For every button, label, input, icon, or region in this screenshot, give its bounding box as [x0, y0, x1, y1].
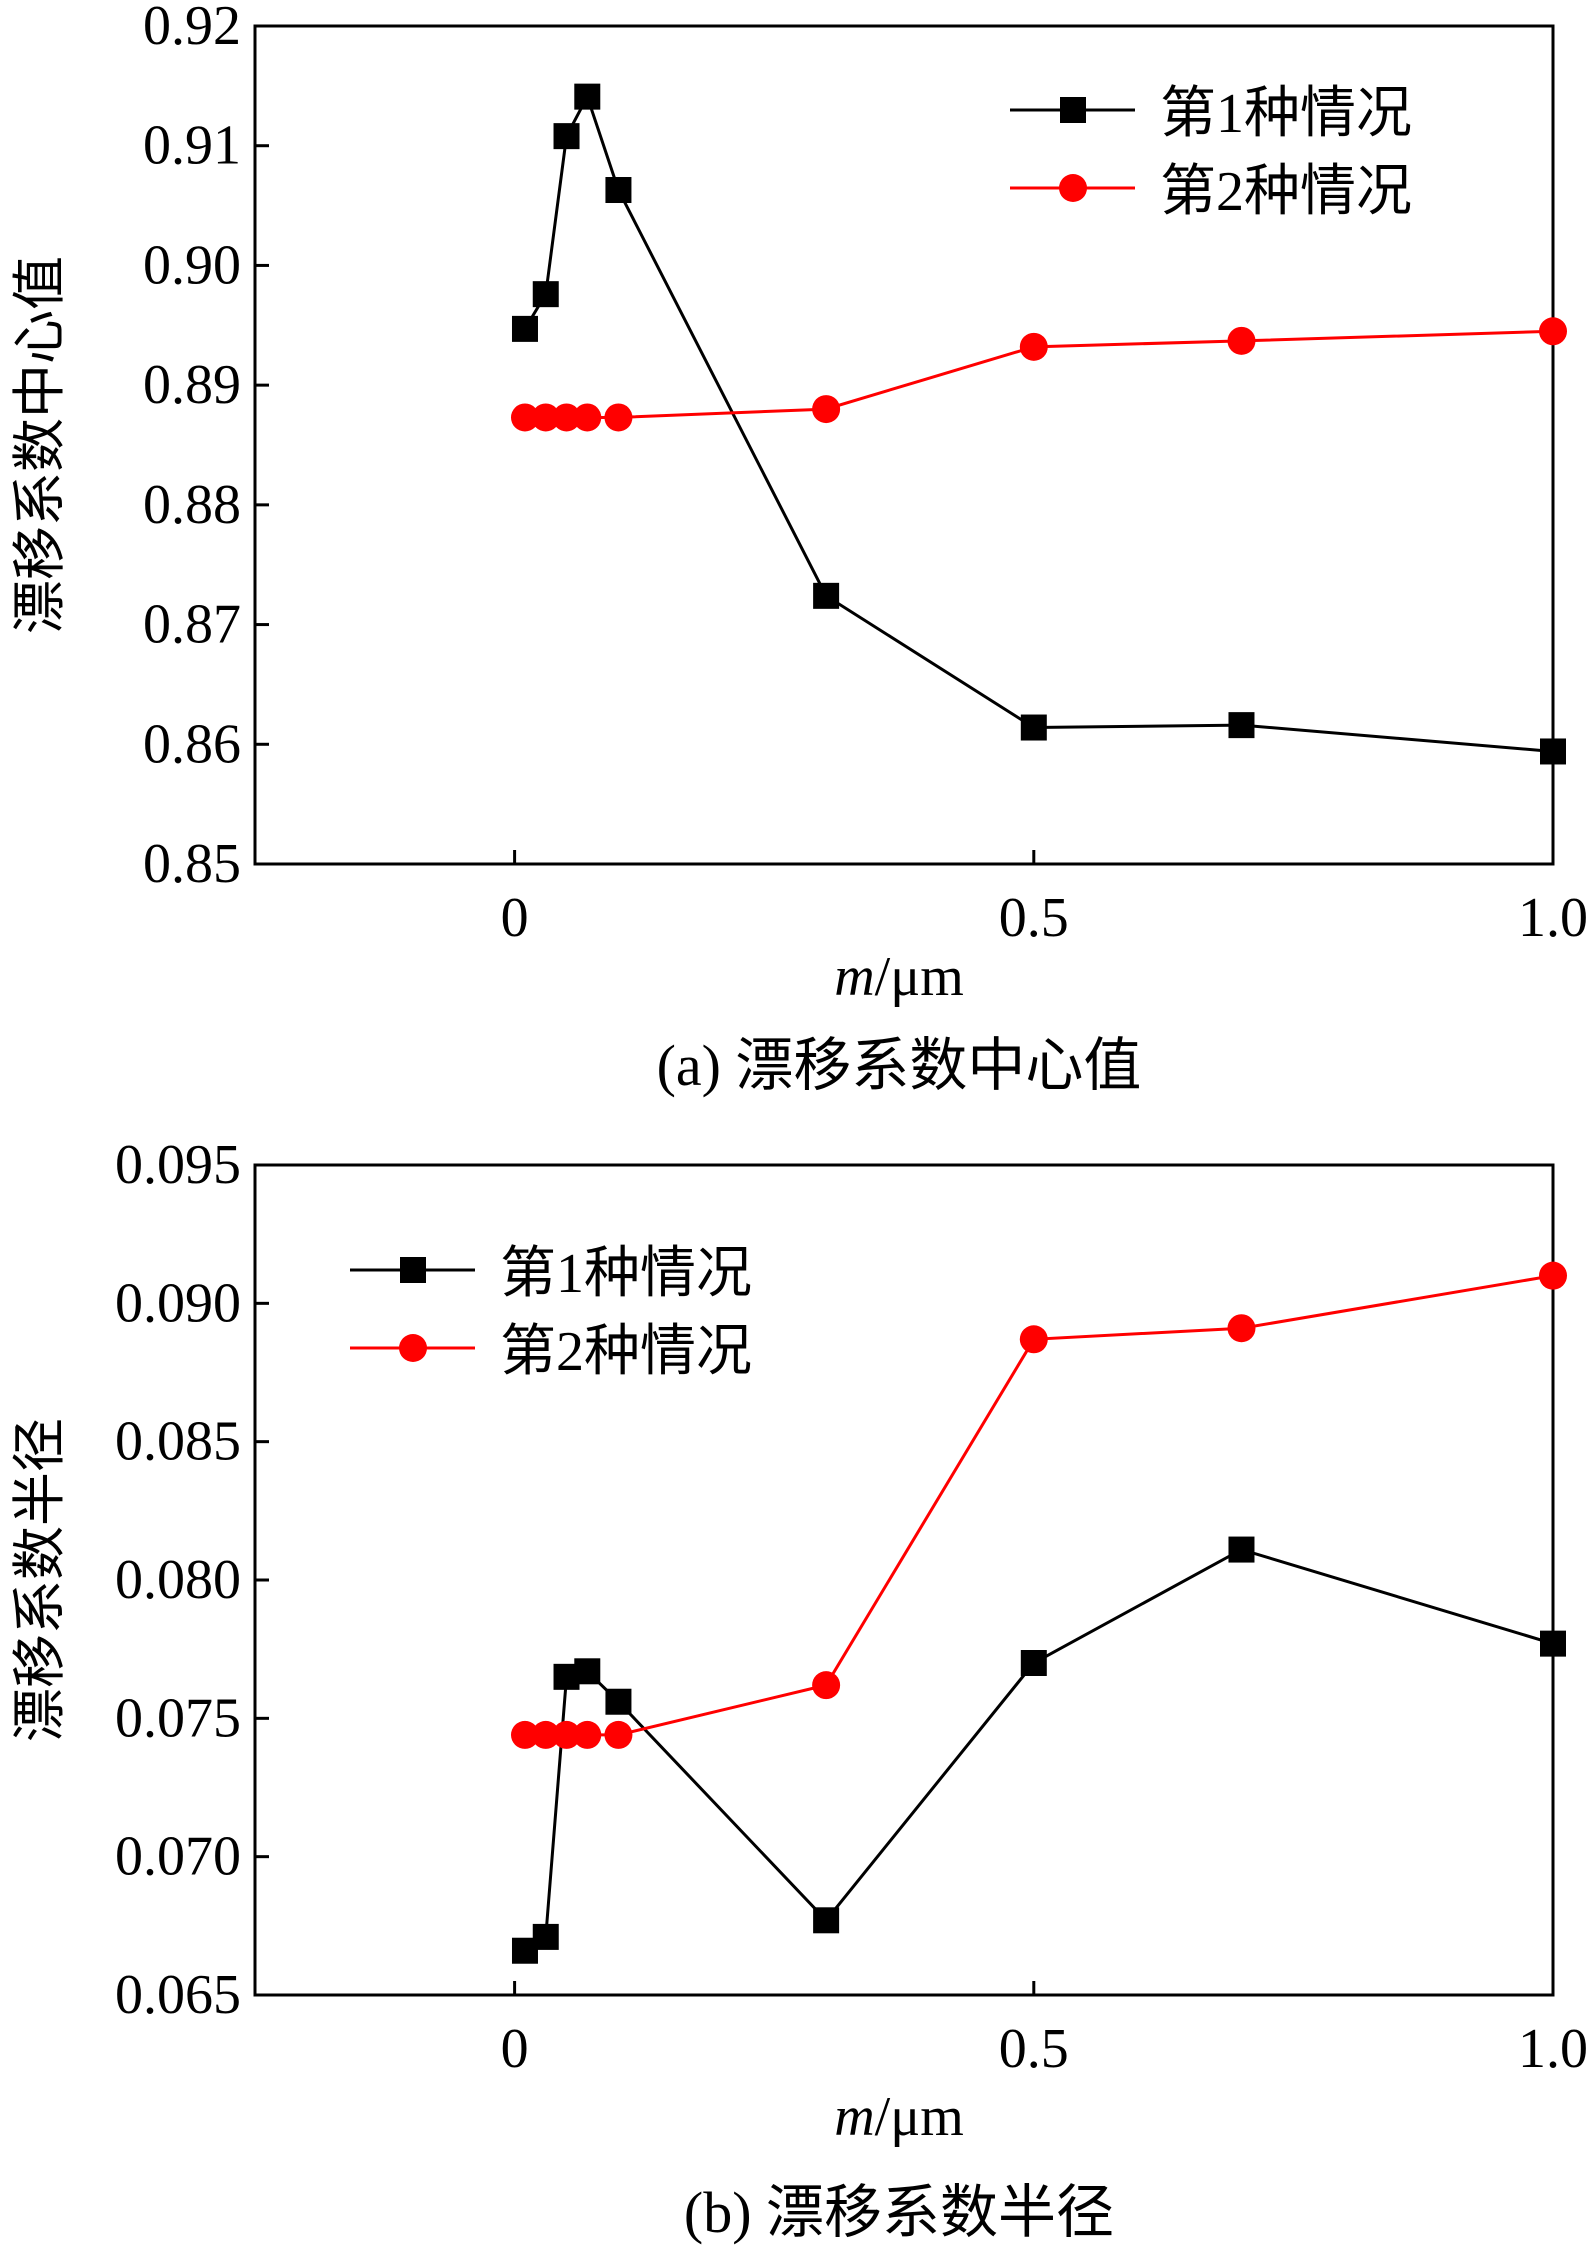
plot-frame: [253, 24, 1555, 866]
y-tick-label: 0.075: [115, 1687, 241, 1749]
y-tick-label: 0.090: [115, 1272, 241, 1334]
data-point-square: [574, 1658, 601, 1685]
data-point-circle: [1227, 1314, 1256, 1343]
data-point-circle: [531, 1720, 560, 1749]
data-point-circle: [510, 1720, 539, 1749]
x-tick-label: 0.5: [999, 2018, 1069, 2080]
y-tick-label: 0.85: [143, 833, 241, 895]
x-axis-label-unit: /μm: [875, 946, 964, 1008]
data-point-circle: [604, 1720, 633, 1749]
data-point-circle: [1539, 1261, 1567, 1290]
data-point-circle: [1227, 326, 1256, 355]
y-tick-label: 0.070: [115, 1826, 241, 1888]
data-point-circle: [604, 403, 633, 432]
x-axis-label: m/μm: [834, 2086, 964, 2148]
data-point-circle: [573, 1720, 602, 1749]
data-point-circle: [1019, 332, 1048, 361]
data-point-square: [1540, 1630, 1566, 1657]
y-tick-label: 0.095: [115, 1134, 241, 1196]
data-point-square: [1020, 1650, 1047, 1676]
y-tick-label: 0.085: [115, 1411, 241, 1473]
data-point-square: [1228, 712, 1255, 739]
legend-label: 第2种情况: [1160, 161, 1412, 223]
plot-frame: [253, 1163, 1555, 1997]
data-point-square: [1228, 1536, 1255, 1563]
y-tick-label: 0.92: [143, 0, 241, 57]
data-point-circle: [510, 403, 539, 432]
data-point-circle: [812, 1671, 841, 1700]
y-axis-label: 漂移系数中心值: [10, 256, 70, 634]
data-point-square: [605, 1688, 632, 1715]
y-tick-label: 0.080: [115, 1549, 241, 1611]
data-point-circle: [1539, 317, 1567, 346]
data-point-square: [1540, 738, 1566, 765]
y-tick-label: 0.87: [143, 594, 241, 656]
chart-a: 0.85 0.86 0.87 0.88 0.89 0.90 0.91 0.92 0 0.5 1.0 m…: [10, 0, 1588, 1098]
x-axis-label-unit: /μm: [875, 2086, 964, 2148]
legend-marker-circle: [1059, 174, 1087, 202]
y-tick-label: 0.90: [143, 234, 241, 296]
y-tick-label: 0.86: [143, 713, 241, 775]
x-tick-label: 1.0: [1518, 887, 1588, 949]
data-point-circle: [531, 403, 560, 432]
data-point-square: [553, 123, 580, 150]
data-point-circle: [573, 403, 602, 432]
y-tick-label: 0.065: [115, 1964, 241, 2026]
chart-caption: (a) 漂移系数中心值: [657, 1033, 1142, 1098]
x-axis-label-var: m: [834, 946, 874, 1008]
data-point-square: [532, 1923, 559, 1950]
y-tick-label: 0.89: [143, 354, 241, 416]
data-point-square: [605, 177, 632, 204]
legend-marker-circle: [399, 1334, 427, 1362]
y-axis-label: 漂移系数半径: [10, 1418, 70, 1742]
legend-label: 第2种情况: [500, 1321, 752, 1383]
legend-label: 第1种情况: [500, 1243, 752, 1305]
x-tick-label: 0: [501, 2018, 529, 2080]
data-point-circle: [552, 1720, 581, 1749]
chart-b: 0.065 0.070 0.075 0.080 0.085 0.090 0.095 0 0.5 1…: [10, 1134, 1588, 2245]
x-tick-label: 1.0: [1518, 2018, 1588, 2080]
legend-marker-square: [400, 1257, 426, 1283]
data-point-square: [813, 1907, 840, 1934]
data-point-circle: [552, 403, 581, 432]
series-line-1: [524, 1547, 1554, 1952]
data-point-square: [574, 83, 601, 110]
x-axis-label: m/μm: [834, 946, 964, 1008]
x-axis-label-var: m: [834, 2086, 874, 2148]
legend-label: 第1种情况: [1160, 83, 1412, 145]
data-point-circle: [812, 395, 841, 424]
x-tick-label: 0.5: [999, 887, 1069, 949]
data-point-square: [1020, 714, 1047, 741]
data-point-square: [813, 582, 840, 609]
chart-caption: (b) 漂移系数半径: [684, 2180, 1114, 2245]
data-point-circle: [1019, 1325, 1048, 1354]
y-tick-label: 0.88: [143, 474, 241, 536]
x-tick-label: 0: [501, 887, 529, 949]
legend-marker-square: [1060, 97, 1086, 123]
y-tick-label: 0.91: [143, 115, 241, 177]
data-point-square: [511, 315, 538, 342]
data-point-square: [532, 281, 559, 308]
